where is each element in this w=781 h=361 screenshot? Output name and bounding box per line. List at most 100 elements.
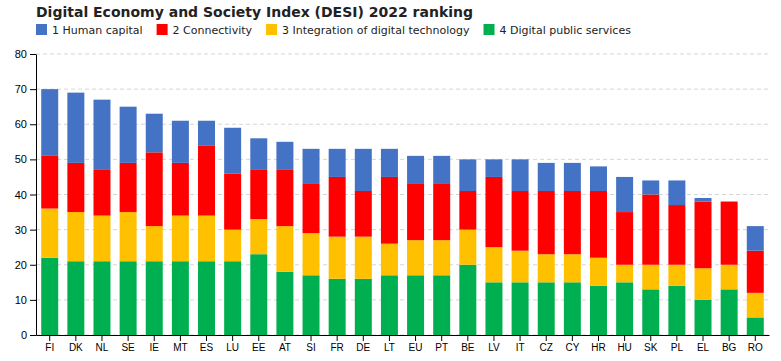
bar-segment (329, 237, 346, 279)
bar-segment (93, 100, 110, 170)
bar-segment (146, 261, 163, 335)
tick-label: 40 (15, 189, 27, 201)
tick: 40 (15, 189, 36, 201)
bar-segment (303, 233, 320, 275)
tick-label: IE (150, 342, 160, 353)
tick-label: BG (722, 342, 737, 353)
tick-label: 50 (15, 153, 27, 165)
legend-item: 1 Human capital (36, 24, 143, 37)
tick-label: EL (697, 342, 710, 353)
bar-segment (381, 177, 398, 244)
bar-segment (198, 261, 215, 335)
tick: SE (121, 335, 135, 353)
tick-label: SK (644, 342, 658, 353)
legend-item: 4 Digital public services (484, 24, 632, 37)
legend-swatch (266, 24, 277, 35)
bar-segment (668, 180, 685, 205)
tick: 20 (15, 259, 36, 271)
tick-mark (30, 195, 36, 196)
bar-segment (381, 275, 398, 335)
axis-line (37, 335, 770, 336)
bar-segment (616, 265, 633, 283)
bar-segment (747, 317, 764, 335)
bar-segment (67, 93, 84, 163)
bar-segment (721, 201, 738, 202)
tick-label: PT (435, 342, 448, 353)
tick-label: FR (330, 342, 343, 353)
tick-label: MT (173, 342, 187, 353)
tick: SI (306, 335, 315, 353)
bar-segment (224, 230, 241, 262)
tick: 10 (15, 294, 36, 306)
tick-label: DK (69, 342, 83, 353)
tick: PL (671, 335, 684, 353)
axis-line (36, 55, 37, 336)
tick-mark (284, 335, 285, 341)
tick: 80 (15, 48, 36, 60)
bar-segment (695, 268, 712, 300)
tick-mark (258, 335, 259, 341)
bar-segment (721, 289, 738, 335)
tick-mark (30, 159, 36, 160)
bar-segment (485, 282, 502, 335)
legend-swatch (157, 24, 168, 35)
bar-segment (224, 261, 241, 335)
tick-label: LV (488, 342, 500, 353)
tick-mark (703, 335, 704, 341)
bar-segment (146, 226, 163, 261)
title: Digital Economy and Society Index (DESI)… (36, 4, 473, 20)
bar-segment (381, 149, 398, 177)
tick: EU (409, 335, 423, 353)
bar-segment (512, 159, 529, 191)
grid (36, 54, 769, 335)
plot-area: 01020304050607080FIDKNLSEIEMTESLUEEATSIF… (15, 48, 770, 353)
bar-segment (433, 156, 450, 184)
bar-segment (407, 156, 424, 184)
tick: SK (644, 335, 658, 353)
chart: Digital Economy and Society Index (DESI)… (0, 0, 781, 361)
tick-mark (30, 300, 36, 301)
tick: LU (226, 335, 239, 353)
bar-segment (433, 275, 450, 335)
bar-segment (642, 289, 659, 335)
tick: MT (173, 335, 187, 353)
bar-segment (198, 145, 215, 215)
bar-segment (224, 128, 241, 174)
tick: RO (748, 335, 763, 353)
bar-segment (224, 173, 241, 229)
bar-segment (407, 275, 424, 335)
bar-segment (564, 254, 581, 282)
legend-item: 2 Connectivity (157, 24, 253, 37)
tick-label: 20 (15, 259, 27, 271)
bar-segment (747, 293, 764, 318)
tick-mark (467, 335, 468, 341)
bar-segment (172, 216, 189, 262)
bar-segment (459, 265, 476, 335)
bar-segment (41, 209, 58, 258)
tick-mark (101, 335, 102, 341)
tick: ES (200, 335, 214, 353)
bar-segment (590, 166, 607, 191)
bar-segment (303, 184, 320, 233)
grid-line (36, 54, 769, 55)
bar-segment (721, 265, 738, 290)
bar-segment (695, 300, 712, 335)
tick-mark (337, 335, 338, 341)
tick-label: CY (565, 342, 579, 353)
tick-mark (363, 335, 364, 341)
bar-segment (407, 240, 424, 275)
tick: AT (279, 335, 291, 353)
bar-segment (538, 163, 555, 191)
bar-segment (198, 216, 215, 262)
tick-mark (75, 335, 76, 341)
bar-segment (590, 286, 607, 335)
tick-label: AT (279, 342, 291, 353)
tick: FI (45, 335, 54, 353)
bar-segment (538, 254, 555, 282)
bar-segment (512, 282, 529, 335)
bar-segment (120, 212, 137, 261)
bar-segment (538, 191, 555, 254)
tick-mark (598, 335, 599, 341)
bar-segment (198, 121, 215, 146)
tick-mark (154, 335, 155, 341)
